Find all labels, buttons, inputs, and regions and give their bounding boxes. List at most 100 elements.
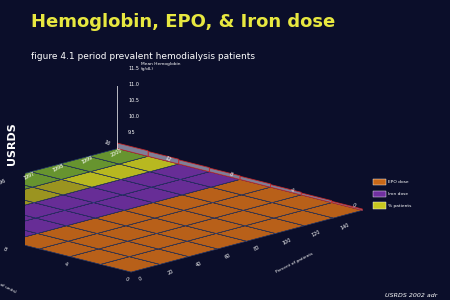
Polygon shape <box>0 202 5 218</box>
Text: 40: 40 <box>195 260 203 268</box>
Text: 100: 100 <box>282 237 292 246</box>
Polygon shape <box>155 210 214 226</box>
Polygon shape <box>89 148 148 164</box>
Polygon shape <box>67 218 126 233</box>
Text: EPO dose: EPO dose <box>388 180 409 184</box>
Polygon shape <box>152 179 211 195</box>
Polygon shape <box>242 187 301 202</box>
Polygon shape <box>179 160 209 172</box>
Polygon shape <box>0 210 36 226</box>
Polygon shape <box>94 195 153 210</box>
Polygon shape <box>0 226 37 241</box>
Polygon shape <box>0 187 4 202</box>
Text: 1998: 1998 <box>52 163 65 173</box>
Polygon shape <box>59 156 119 172</box>
Text: 60: 60 <box>224 253 232 260</box>
Polygon shape <box>7 218 67 233</box>
Polygon shape <box>4 187 63 202</box>
Polygon shape <box>95 210 155 226</box>
Polygon shape <box>70 249 129 264</box>
Text: 20: 20 <box>166 268 174 275</box>
Polygon shape <box>68 233 128 249</box>
Text: 16: 16 <box>103 140 111 147</box>
Polygon shape <box>31 164 90 179</box>
Text: 1999: 1999 <box>81 155 94 165</box>
Text: 0: 0 <box>351 203 356 208</box>
Polygon shape <box>0 218 7 233</box>
Polygon shape <box>158 241 218 257</box>
Polygon shape <box>211 179 270 195</box>
Polygon shape <box>37 226 97 241</box>
Text: figure 4.1 period prevalent hemodialysis patients: figure 4.1 period prevalent hemodialysis… <box>31 52 255 61</box>
Polygon shape <box>374 190 386 197</box>
Polygon shape <box>185 218 245 233</box>
Polygon shape <box>274 210 333 226</box>
Polygon shape <box>0 179 32 195</box>
Polygon shape <box>150 164 209 179</box>
Polygon shape <box>119 156 179 172</box>
Polygon shape <box>99 241 158 257</box>
Polygon shape <box>0 195 34 210</box>
Text: Mean weekly EPO dose (1000s of units): Mean weekly EPO dose (1000s of units) <box>0 252 16 295</box>
Polygon shape <box>301 193 332 202</box>
Polygon shape <box>5 202 65 218</box>
Polygon shape <box>32 179 92 195</box>
Polygon shape <box>2 172 61 187</box>
Polygon shape <box>243 202 303 218</box>
Polygon shape <box>272 195 332 210</box>
Polygon shape <box>245 218 305 233</box>
Text: 1997: 1997 <box>22 171 36 181</box>
Polygon shape <box>240 176 270 187</box>
Polygon shape <box>153 195 213 210</box>
Polygon shape <box>270 184 301 195</box>
Polygon shape <box>9 233 68 249</box>
Text: 10.5: 10.5 <box>128 98 139 103</box>
Polygon shape <box>374 179 386 185</box>
Polygon shape <box>303 202 362 218</box>
Polygon shape <box>184 202 243 218</box>
Polygon shape <box>157 226 216 241</box>
Text: 8: 8 <box>2 246 7 252</box>
Polygon shape <box>36 210 95 226</box>
Polygon shape <box>97 226 157 241</box>
Text: 2000: 2000 <box>109 147 123 158</box>
Text: 1996: 1996 <box>0 178 7 188</box>
Polygon shape <box>92 179 152 195</box>
Text: Iron dose: Iron dose <box>388 192 409 196</box>
Polygon shape <box>128 233 187 249</box>
Polygon shape <box>332 201 362 210</box>
Text: 140: 140 <box>340 222 351 231</box>
Polygon shape <box>100 257 160 272</box>
Polygon shape <box>182 187 242 202</box>
Text: 80: 80 <box>253 245 261 252</box>
Text: 4: 4 <box>290 187 295 193</box>
Text: 0: 0 <box>124 277 129 283</box>
Text: 0: 0 <box>137 276 143 282</box>
Polygon shape <box>126 218 185 233</box>
Text: Mean Hemoglobin
(g/dL): Mean Hemoglobin (g/dL) <box>141 62 180 71</box>
Polygon shape <box>117 143 148 156</box>
Text: Hemoglobin, EPO, & Iron dose: Hemoglobin, EPO, & Iron dose <box>31 13 335 31</box>
Polygon shape <box>63 187 122 202</box>
Text: USRDS 2002 adr: USRDS 2002 adr <box>385 293 437 298</box>
Polygon shape <box>187 233 247 249</box>
Text: 8: 8 <box>229 172 234 178</box>
Polygon shape <box>90 164 150 179</box>
Polygon shape <box>34 195 94 210</box>
Text: 11.0: 11.0 <box>128 82 139 87</box>
Polygon shape <box>213 195 272 210</box>
Text: 12: 12 <box>164 155 172 162</box>
Text: 9.5: 9.5 <box>128 130 136 135</box>
Polygon shape <box>180 172 240 187</box>
Text: 4: 4 <box>63 261 68 267</box>
Text: 120: 120 <box>311 230 322 238</box>
Polygon shape <box>209 168 240 179</box>
Polygon shape <box>124 202 184 218</box>
Text: Percent of patients: Percent of patients <box>275 252 314 274</box>
Polygon shape <box>148 152 179 164</box>
Text: 11.5: 11.5 <box>128 66 139 70</box>
Text: % patients: % patients <box>388 204 412 208</box>
Polygon shape <box>61 172 121 187</box>
Polygon shape <box>39 241 99 257</box>
Polygon shape <box>374 202 386 209</box>
